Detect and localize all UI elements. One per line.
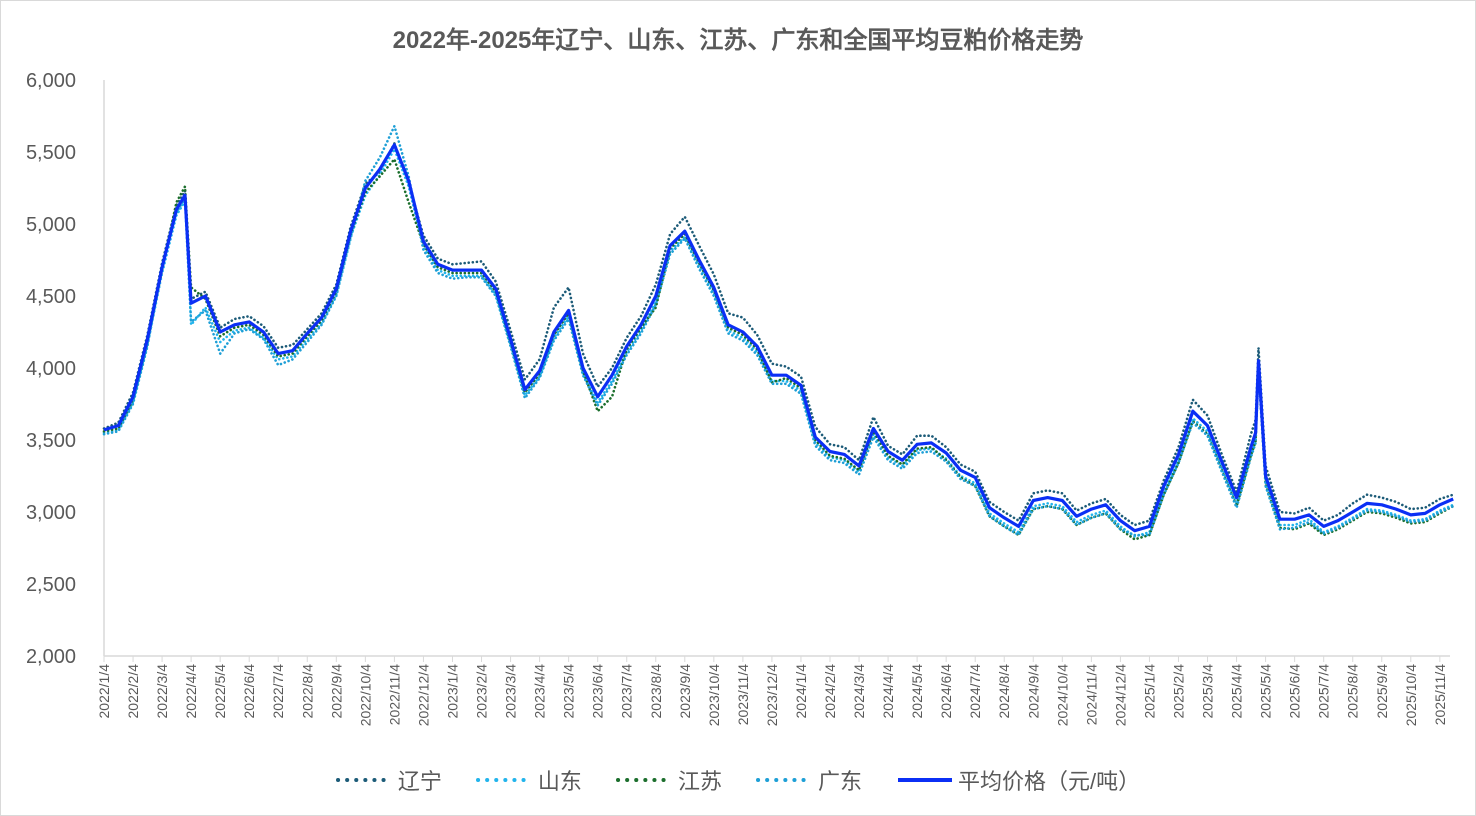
legend-swatch (897, 778, 952, 782)
legend: 辽宁 山东 江苏 广东 平均价格（元/吨） (0, 764, 1476, 796)
x-tick-label: 2022/3/4 (154, 664, 170, 719)
legend-swatch (615, 778, 674, 782)
x-tick-label: 2023/11/4 (735, 664, 751, 725)
x-tick-label: 2022/8/4 (299, 664, 315, 719)
x-tick-label: 2024/1/4 (793, 664, 809, 719)
y-tick-label: 2,000 (26, 646, 76, 668)
y-tick-label: 3,000 (26, 502, 76, 524)
x-tick-label: 2022/10/4 (357, 664, 373, 726)
x-tick-label: 2024/3/4 (851, 664, 867, 719)
x-tick-label: 2022/6/4 (241, 664, 257, 719)
legend-swatch (475, 778, 534, 782)
x-tick-label: 2023/2/4 (474, 664, 490, 719)
legend-label: 平均价格（元/吨） (957, 769, 1141, 794)
legend-item: 广东 (755, 764, 862, 796)
x-tick-label: 2025/10/4 (1403, 664, 1419, 726)
x-tick-label: 2023/7/4 (619, 664, 635, 719)
y-tick-label: 4,500 (26, 286, 76, 308)
x-tick-label: 2022/2/4 (125, 664, 141, 719)
legend-item: 山东 (475, 764, 582, 796)
series-line-1 (102, 147, 1455, 538)
legend-item: 平均价格（元/吨） (896, 764, 1140, 796)
y-tick-label: 3,500 (26, 430, 76, 452)
legend-item: 辽宁 (335, 764, 442, 796)
x-tick-label: 2023/4/4 (532, 664, 548, 719)
x-tick-label: 2024/2/4 (822, 664, 838, 719)
x-tick-label: 2022/7/4 (270, 664, 286, 719)
chart-title: 2022年-2025年辽宁、山东、江苏、广东和全国平均豆粕价格走势 (392, 27, 1084, 54)
x-tick-label: 2025/7/4 (1316, 664, 1332, 719)
legend-label: 山东 (537, 769, 582, 794)
x-tick-label: 2024/12/4 (1112, 664, 1128, 726)
series-line-2 (102, 157, 1455, 541)
x-tick-label: 2023/5/4 (561, 664, 577, 719)
series-line-4 (103, 143, 1454, 533)
y-tick-label: 6,000 (26, 70, 76, 92)
x-tick-label: 2024/5/4 (909, 664, 925, 719)
x-tick-label: 2022/1/4 (96, 664, 112, 719)
x-tick-label: 2022/11/4 (386, 664, 402, 725)
x-tick-label: 2023/6/4 (590, 664, 606, 719)
x-tick-label: 2024/9/4 (1025, 664, 1041, 719)
series-line-3 (102, 124, 1455, 537)
x-tick-label: 2022/4/4 (183, 664, 199, 719)
x-tick-label: 2025/6/4 (1287, 664, 1303, 719)
y-tick-label: 4,000 (26, 358, 76, 380)
x-tick-label: 2022/12/4 (415, 664, 431, 726)
x-tick-label: 2023/8/4 (648, 664, 664, 719)
legend-swatch (755, 778, 814, 782)
x-tick-label: 2024/6/4 (938, 664, 954, 719)
series-line-0 (102, 142, 1455, 527)
x-tick-label: 2025/3/4 (1200, 664, 1216, 719)
y-tick-label: 5,000 (26, 214, 76, 236)
legend-item: 江苏 (615, 764, 722, 796)
x-tick-label: 2023/9/4 (677, 664, 693, 719)
x-tick-label: 2025/9/4 (1374, 664, 1390, 719)
y-tick-label: 2,500 (26, 574, 76, 596)
x-tick-label: 2025/1/4 (1141, 664, 1157, 719)
x-tick-label: 2022/9/4 (328, 664, 344, 719)
legend-swatch (335, 778, 394, 782)
y-tick-label: 5,500 (26, 142, 76, 164)
x-tick-label: 2023/10/4 (706, 664, 722, 726)
x-tick-label: 2025/2/4 (1170, 664, 1186, 719)
x-tick-label: 2025/11/4 (1432, 664, 1448, 725)
x-tick-label: 2023/1/4 (444, 664, 460, 719)
x-tick-label: 2024/4/4 (880, 664, 896, 719)
x-tick-label: 2022/5/4 (212, 664, 228, 719)
x-tick-label: 2023/12/4 (764, 664, 780, 726)
x-tick-label: 2024/11/4 (1083, 664, 1099, 725)
x-tick-label: 2024/10/4 (1054, 664, 1070, 726)
x-tick-label: 2025/8/4 (1345, 664, 1361, 719)
x-tick-label: 2025/5/4 (1258, 664, 1274, 719)
x-tick-label: 2024/7/4 (967, 664, 983, 719)
legend-label: 江苏 (677, 769, 722, 794)
legend-label: 广东 (817, 769, 862, 794)
legend-label: 辽宁 (397, 769, 442, 794)
x-tick-label: 2023/3/4 (503, 664, 519, 719)
x-tick-label: 2024/8/4 (996, 664, 1012, 719)
x-tick-label: 2025/4/4 (1229, 664, 1245, 719)
